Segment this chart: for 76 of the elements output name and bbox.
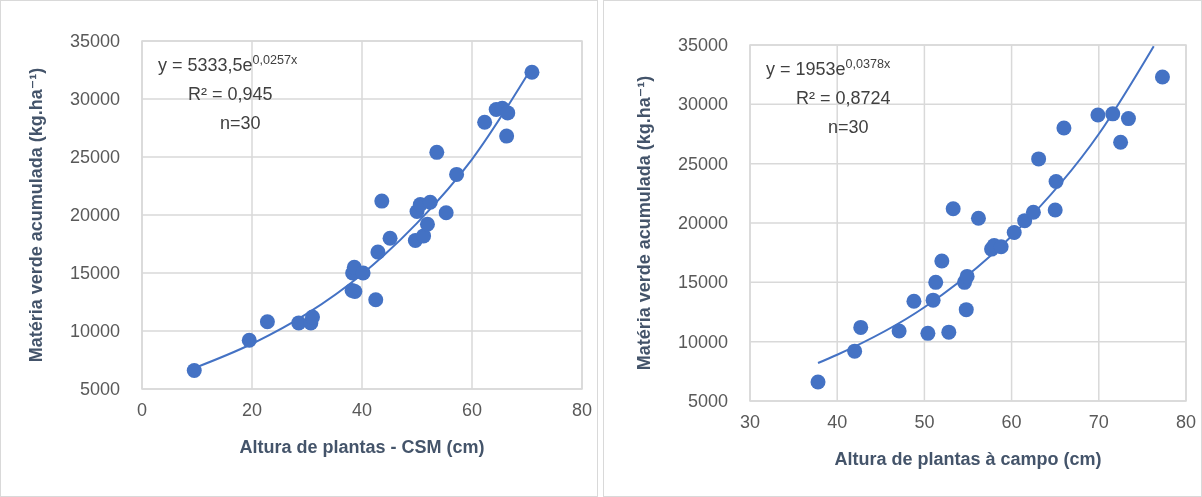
point (934, 253, 950, 269)
point (419, 216, 435, 232)
x-tick-label: 60 (1001, 412, 1022, 432)
point (241, 332, 257, 348)
point (959, 268, 975, 284)
point (524, 64, 540, 80)
annotation: y = 5333,5e$^{0,0257x}$ (158, 53, 299, 75)
x-tick-label: 50 (914, 412, 935, 432)
point (853, 319, 869, 335)
point (259, 314, 275, 330)
point (891, 323, 907, 339)
y-tick-label: 30000 (677, 94, 728, 115)
point (186, 362, 202, 378)
point (477, 114, 493, 130)
x-tick-label: 40 (827, 412, 848, 432)
x-tick-label: 60 (461, 400, 483, 420)
point (382, 230, 398, 246)
point (1048, 173, 1064, 189)
x-axis-title: Altura de plantas à campo (cm) (834, 449, 1102, 469)
point (1105, 106, 1121, 122)
annotation: n=30 (220, 113, 261, 133)
x-tick-label: 40 (351, 400, 373, 420)
point (906, 293, 922, 309)
point (810, 374, 826, 390)
point (449, 166, 465, 182)
annotation: R² = 0,8724 (796, 88, 891, 108)
y-tick-label: 5000 (687, 391, 728, 411)
point (1154, 69, 1170, 85)
point (970, 210, 986, 226)
y-tick-label: 20000 (69, 205, 120, 225)
point (1006, 224, 1022, 240)
y-tick-label: 20000 (677, 213, 728, 233)
point (438, 205, 454, 221)
y-axis-title: Matéria verde acumulada (kg.ha⁻¹) (26, 67, 46, 363)
y-tick-label: 25000 (69, 147, 120, 167)
point (847, 343, 863, 359)
point (1090, 107, 1106, 123)
annotation: y = 1953e$^{0,0378x}$ (766, 57, 892, 79)
y-tick-label: 5000 (79, 379, 120, 399)
x-tick-label: 70 (1088, 412, 1109, 432)
point (370, 244, 386, 260)
point (928, 274, 944, 290)
x-axis-title: Altura de plantas - CSM (cm) (239, 437, 485, 457)
point (499, 128, 515, 144)
point (1113, 134, 1129, 150)
point (920, 325, 936, 341)
y-tick-label: 10000 (69, 321, 120, 341)
point (1025, 204, 1041, 220)
y-tick-label: 15000 (69, 263, 120, 283)
x-tick-label: 30 (739, 412, 761, 432)
point (368, 292, 384, 308)
x-tick-label: 80 (571, 400, 593, 420)
y-tick-label: 35000 (69, 31, 120, 51)
point (422, 194, 438, 210)
y-axis-title: Matéria verde acumulada (kg.ha⁻¹) (634, 75, 654, 371)
x-tick-label: 80 (1175, 412, 1197, 432)
x-tick-label: 20 (241, 400, 263, 420)
point (941, 324, 957, 340)
point (945, 201, 961, 217)
y-tick-label: 30000 (69, 89, 120, 109)
point (958, 302, 974, 318)
point (1031, 151, 1047, 167)
point (1047, 202, 1063, 218)
y-tick-label: 25000 (677, 153, 728, 174)
y-tick-label: 10000 (677, 331, 728, 352)
point (1056, 120, 1072, 136)
point (1120, 111, 1136, 127)
point (429, 144, 445, 160)
y-tick-label: 35000 (677, 35, 728, 55)
annotation: n=30 (828, 117, 869, 137)
point (925, 292, 941, 308)
point (374, 193, 390, 209)
annotation: R² = 0,945 (188, 84, 273, 104)
x-tick-label: 0 (136, 400, 148, 420)
point (500, 105, 516, 121)
y-tick-label: 15000 (677, 272, 728, 293)
